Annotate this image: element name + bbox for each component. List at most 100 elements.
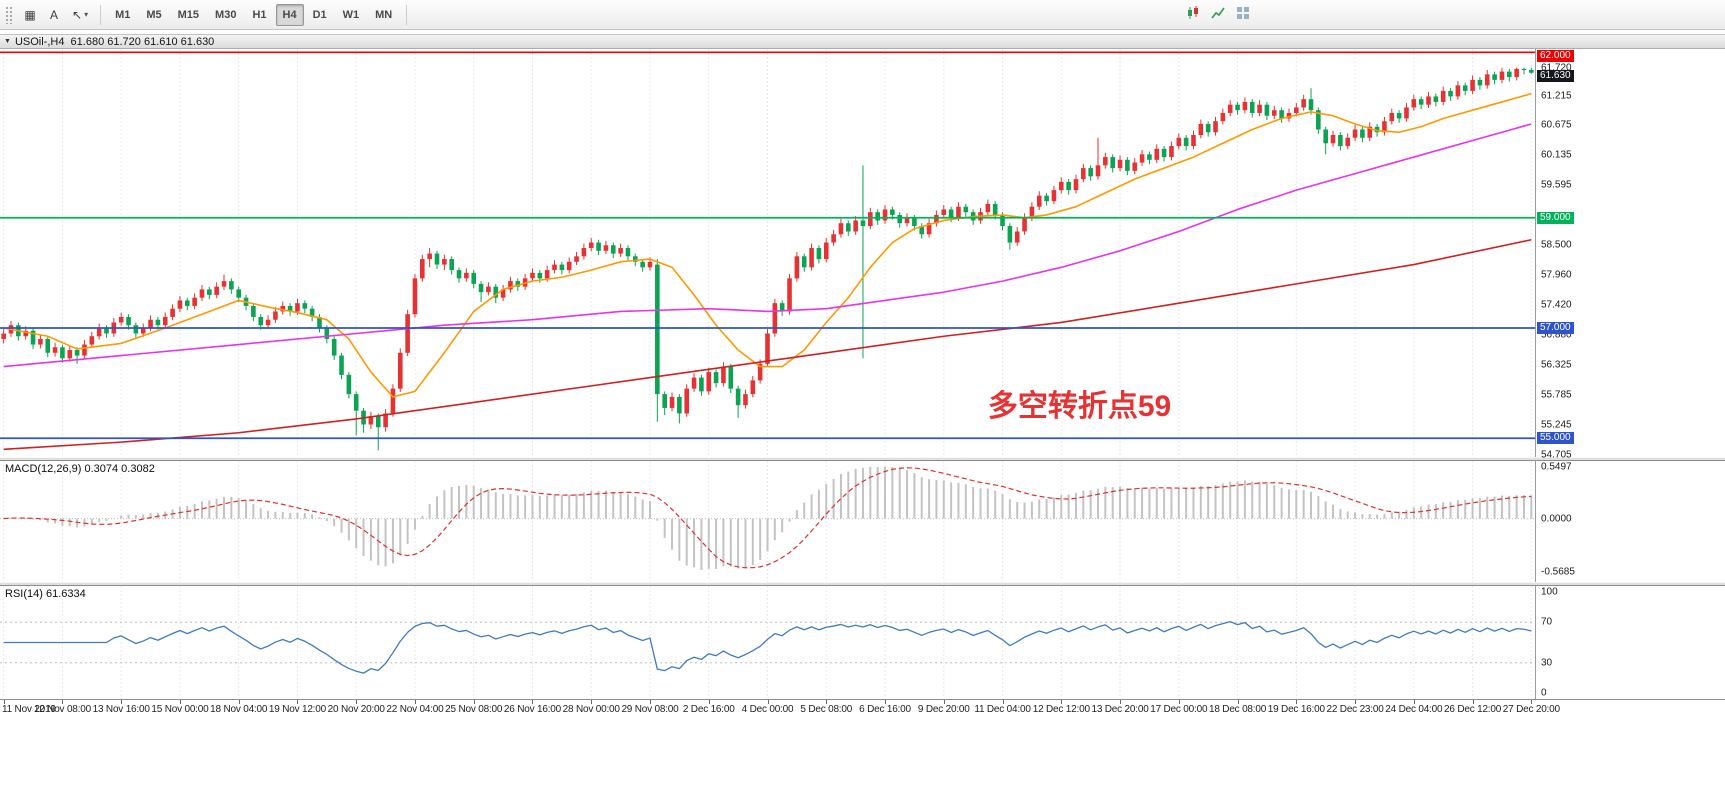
ma-fast[interactable] (3, 92, 1532, 398)
time-tick (1413, 700, 1415, 704)
time-tick (414, 700, 416, 704)
trend-up-icon[interactable] (1210, 5, 1226, 26)
rsi-panel[interactable]: RSI(14) 61.6334 100 70 30 0 (0, 586, 1725, 699)
time-tick (1531, 700, 1533, 704)
price-axis-label: 54.705 (1541, 449, 1572, 461)
time-tick (708, 700, 710, 704)
chart-annotation[interactable]: 多空转折点59 (988, 390, 1171, 423)
chart-grid-button[interactable]: ▦ (19, 4, 41, 26)
collapse-icon: ▼ (4, 38, 11, 45)
current-price-tag: 61.630 (1537, 69, 1574, 82)
cursor-icon: ↖ (72, 7, 83, 22)
rsi-line (3, 620, 1532, 674)
rsi-chart[interactable] (0, 586, 1535, 699)
time-tick (356, 700, 358, 704)
price-axis-label: 56.325 (1541, 359, 1572, 371)
time-axis-label: 29 Nov 08:00 (621, 704, 679, 715)
time-tick (649, 700, 651, 704)
time-tick (179, 700, 181, 704)
chart-title: USOil-,H4 61.680 61.720 61.610 61.630 (14, 35, 215, 48)
time-axis-label: 5 Dec 08:00 (800, 704, 853, 715)
price-axis-label: 60.135 (1541, 149, 1572, 161)
time-axis-label: 13 Dec 20:00 (1091, 704, 1149, 715)
rsi-label: RSI(14) 61.6334 (5, 588, 86, 600)
price-axis-label: 56.880 (1541, 329, 1572, 341)
time-tick (473, 700, 475, 704)
macd-chart[interactable] (0, 461, 1535, 582)
time-tick (1002, 700, 1004, 704)
chart-grid-icon: ▦ (24, 7, 36, 22)
time-axis-label: 24 Dec 04:00 (1385, 704, 1443, 715)
ma-mid[interactable] (3, 123, 1532, 368)
price-chart-panel[interactable]: 多空转折点59 61.720 61.215 60.675 60.135 59.595 58… (0, 49, 1725, 461)
time-axis-label: 2 Dec 16:00 (682, 704, 735, 715)
panel-splitter[interactable] (0, 457, 1725, 461)
time-axis-label: 9 Dec 20:00 (917, 704, 970, 715)
price-axis: 61.720 61.215 60.675 60.135 59.595 58.500 57.9… (1535, 49, 1723, 461)
price-axis-label: 58.500 (1541, 239, 1572, 251)
time-axis-label: 11 Nov 2019 (2, 704, 56, 715)
timeframe-d1[interactable]: D1 (306, 4, 334, 26)
toolbar-separator (406, 4, 408, 25)
price-axis-label: 60.675 (1541, 119, 1572, 131)
macd-axis-label: 0.5497 (1541, 461, 1572, 473)
time-axis-label: 12 Nov 08:00 (33, 704, 91, 715)
panel-splitter[interactable] (0, 582, 1725, 586)
timeframe-m30[interactable]: M30 (208, 4, 243, 26)
macd-axis-label: -0.5685 (1541, 566, 1575, 578)
time-axis-label: 4 Dec 00:00 (741, 704, 794, 715)
timeframe-w1[interactable]: W1 (336, 4, 367, 26)
time-tick (3, 700, 5, 704)
macd-label: MACD(12,26,9) 0.3074 0.3082 (5, 463, 155, 475)
timeframe-m15[interactable]: M15 (171, 4, 206, 26)
price-axis-label: 61.720 (1541, 62, 1572, 74)
time-axis-label: 25 Nov 08:00 (445, 704, 503, 715)
time-tick (1120, 700, 1122, 704)
toolbar-grip[interactable] (5, 5, 12, 24)
chart-title-bar[interactable]: ▼ USOil-,H4 61.680 61.720 61.610 61.630 (0, 34, 1725, 49)
time-axis-label: 17 Dec 00:00 (1150, 704, 1208, 715)
time-tick (238, 700, 240, 704)
rsi-axis-label: 0 (1541, 687, 1547, 699)
time-tick (1355, 700, 1357, 704)
timeframe-m1[interactable]: M1 (108, 4, 137, 26)
price-axis-label: 55.785 (1541, 389, 1572, 401)
timeframe-h1[interactable]: H1 (245, 4, 273, 26)
time-axis-label: 15 Nov 00:00 (151, 704, 209, 715)
macd-axis-label: 0.0000 (1541, 513, 1572, 525)
time-axis[interactable]: 11 Nov 2019 12 Nov 08:00 13 Nov 16:00 15 No… (0, 699, 1725, 717)
price-axis-label: 57.420 (1541, 299, 1572, 311)
rsi-axis-label: 70 (1541, 616, 1553, 628)
time-tick (62, 700, 64, 704)
rsi-axis-label: 100 (1541, 586, 1558, 598)
macd-axis: 0.5497 0.0000 -0.5685 (1535, 461, 1723, 582)
time-tick (767, 700, 769, 704)
time-axis-label: 12 Dec 12:00 (1032, 704, 1090, 715)
time-axis-label: 28 Nov 00:00 (562, 704, 620, 715)
time-axis-label: 26 Nov 16:00 (503, 704, 562, 715)
macd-signal-line (3, 467, 1532, 569)
text-label-button[interactable]: A (43, 4, 65, 26)
hline-price-tag: 59.000 (1537, 211, 1574, 224)
price-axis-label: 57.960 (1541, 269, 1572, 281)
grid-view-icon[interactable] (1235, 5, 1251, 26)
time-axis-label: 19 Nov 12:00 (268, 704, 326, 715)
timeframe-m5[interactable]: M5 (139, 4, 168, 26)
time-axis-label: 13 Nov 16:00 (92, 704, 150, 715)
time-axis-label: 19 Dec 16:00 (1267, 704, 1325, 715)
timeframe-h4[interactable]: H4 (275, 3, 304, 26)
timeframe-mn[interactable]: MN (368, 4, 399, 26)
time-tick (943, 700, 945, 704)
time-tick (885, 700, 886, 704)
time-axis-label: 22 Nov 04:00 (386, 704, 444, 715)
candlestick-chart-icon[interactable] (1185, 5, 1201, 26)
text-label-icon: A (49, 7, 58, 22)
price-chart[interactable]: 多空转折点59 (0, 49, 1535, 457)
price-axis-label: 59.595 (1541, 179, 1572, 191)
cursor-tool-button[interactable]: ↖ ▾ (67, 4, 93, 26)
time-tick (1178, 700, 1180, 704)
ma-slow[interactable] (3, 238, 1532, 451)
macd-panel[interactable]: MACD(12,26,9) 0.3074 0.3082 0.5497 0.0000… (0, 461, 1725, 582)
time-tick (121, 700, 123, 704)
